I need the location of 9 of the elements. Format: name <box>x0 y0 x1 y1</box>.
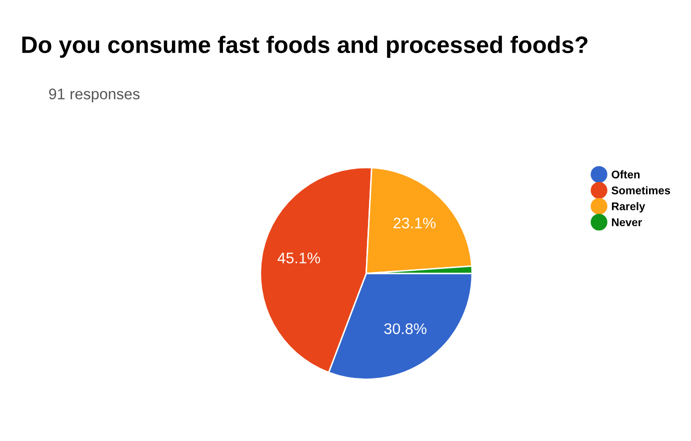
legend-label: Never <box>612 218 642 226</box>
data-label: 30.8% <box>384 323 426 334</box>
legend-label: Sometimes <box>612 186 670 194</box>
legend-label: Rarely <box>612 202 646 212</box>
data-label: 23.1% <box>394 218 436 228</box>
text: 91 responses <box>49 88 140 102</box>
data-label: 45.1% <box>278 252 320 264</box>
chart-title: Do you consume fast foods and processed foods? <box>22 36 588 58</box>
legend-label: Often <box>612 170 640 178</box>
